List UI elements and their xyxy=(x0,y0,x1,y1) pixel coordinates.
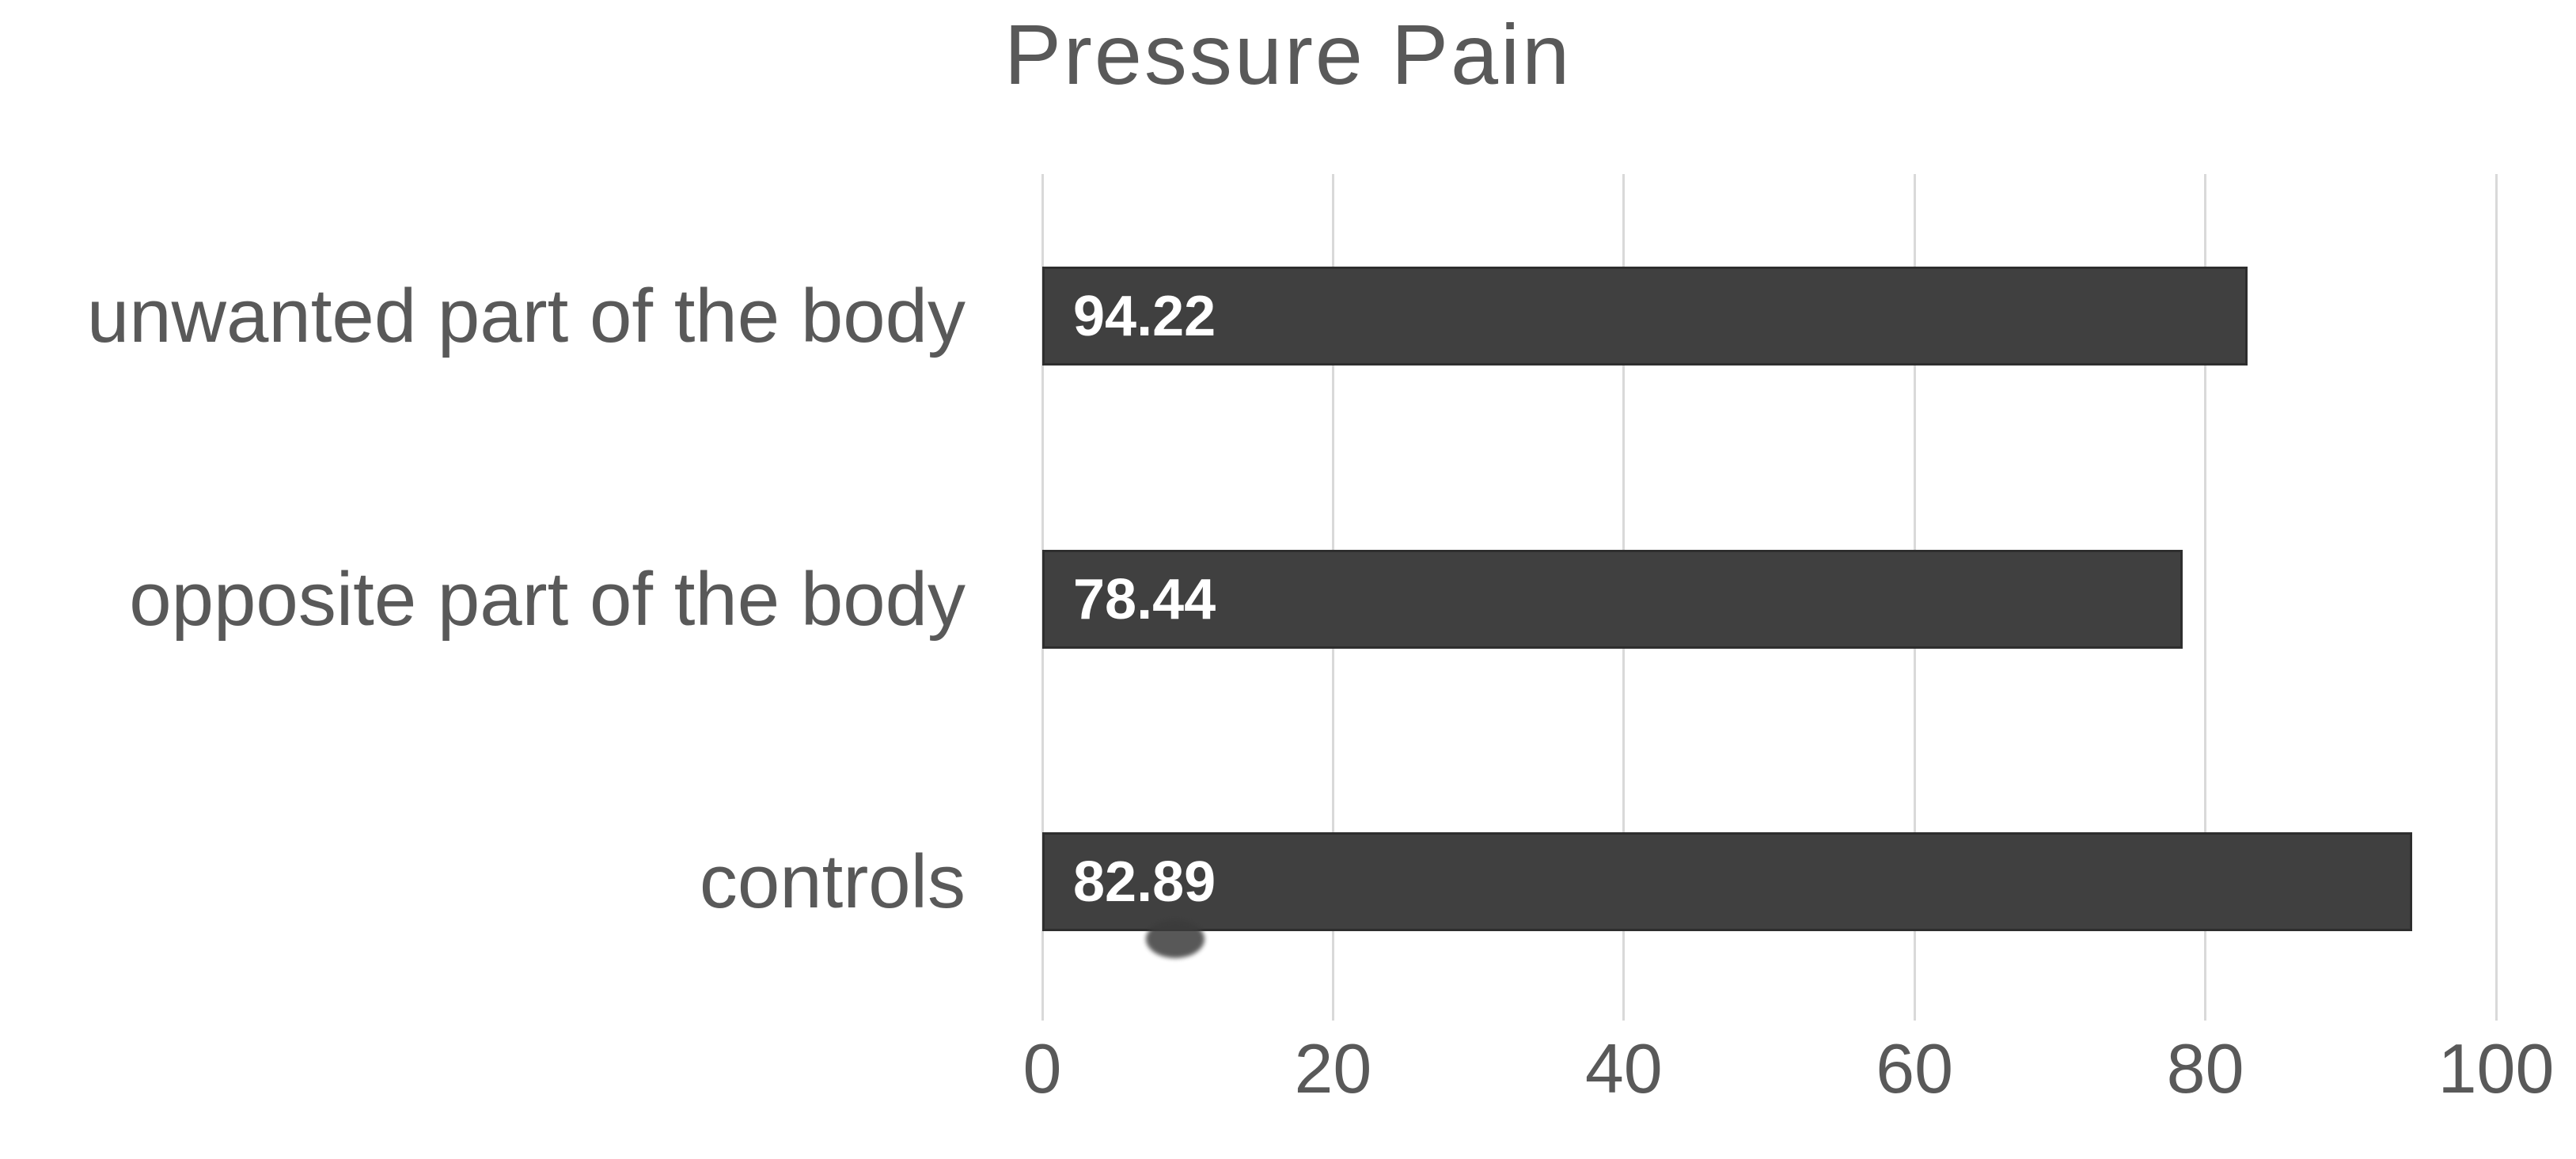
bar-unwanted: 94.22 xyxy=(1042,267,2248,366)
category-label-unwanted: unwanted part of the body xyxy=(86,274,966,358)
x-tick-label-40: 40 xyxy=(1584,1029,1663,1108)
smudge-artifact xyxy=(1146,920,1205,958)
category-labels-column: unwanted part of the body opposite part … xyxy=(0,174,989,1021)
x-axis: 0 20 40 60 80 100 xyxy=(1023,1028,2555,1131)
bar-value-label-opposite: 78.44 xyxy=(1073,567,1216,631)
bar-value-label-controls: 82.89 xyxy=(1073,850,1216,914)
bar-value-label-unwanted: 94.22 xyxy=(1073,284,1216,348)
x-tick-label-0: 0 xyxy=(1022,1029,1062,1108)
x-tick-label-80: 80 xyxy=(2166,1029,2244,1108)
bar-opposite: 78.44 xyxy=(1042,550,2183,649)
gridline-80 xyxy=(2204,174,2207,1021)
category-label-controls: controls xyxy=(699,839,966,924)
chart-title: Pressure Pain xyxy=(1003,6,1573,102)
plot-area: 94.22 78.44 82.89 xyxy=(1041,174,2498,1021)
x-tick-label-20: 20 xyxy=(1294,1029,1372,1108)
x-tick-label-60: 60 xyxy=(1876,1029,1954,1108)
category-label-opposite: opposite part of the body xyxy=(129,557,966,642)
gridline-100 xyxy=(2494,174,2498,1021)
bar-controls: 82.89 xyxy=(1042,832,2412,931)
x-tick-label-100: 100 xyxy=(2438,1029,2555,1108)
